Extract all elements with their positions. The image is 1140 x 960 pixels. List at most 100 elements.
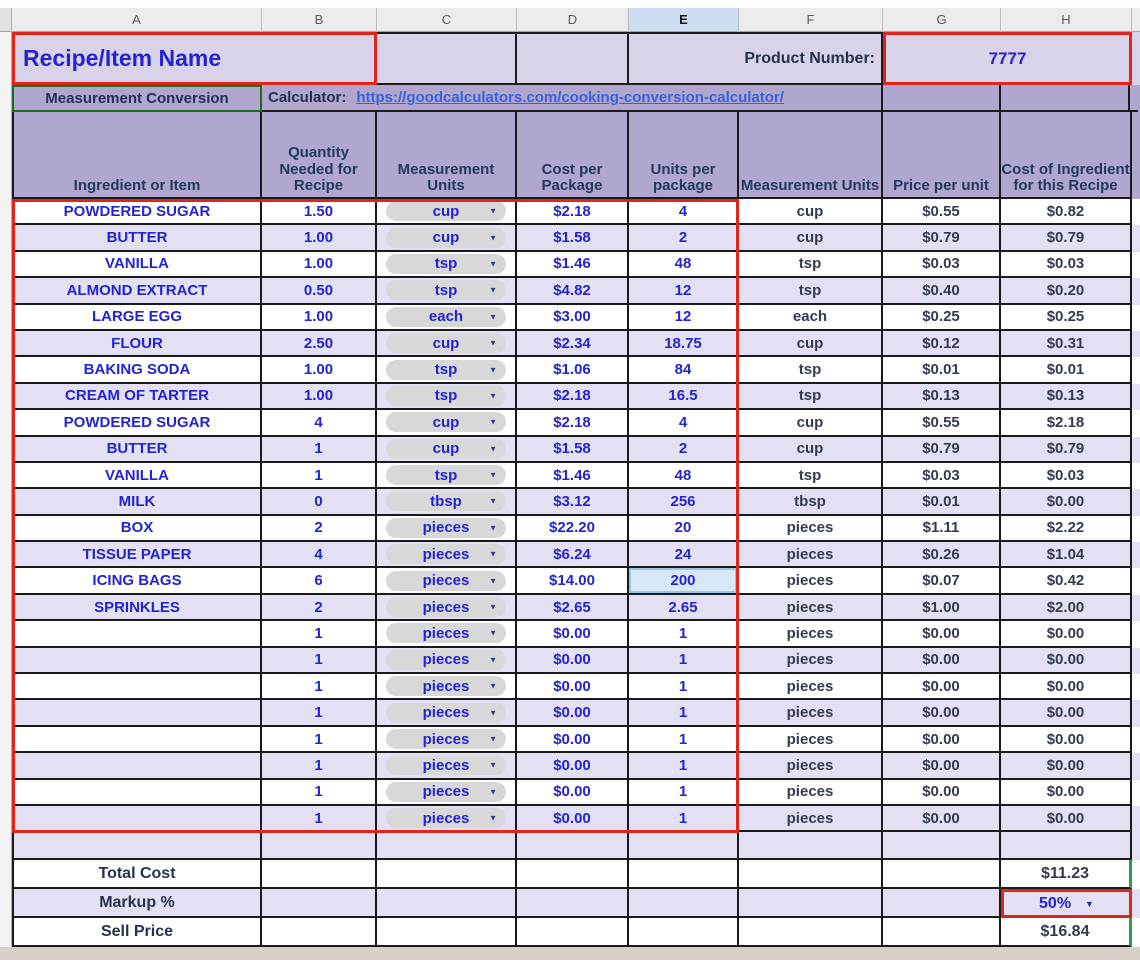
quantity-cell[interactable]: 1 bbox=[262, 779, 377, 806]
ingredient-cost-cell[interactable]: $0.00 bbox=[1001, 779, 1132, 806]
empty-cell[interactable] bbox=[739, 889, 883, 919]
empty-cell[interactable] bbox=[12, 832, 262, 861]
unit-dropdown[interactable]: pieces ▼ bbox=[377, 779, 517, 806]
ingredient-name-cell[interactable]: ICING BAGS bbox=[12, 568, 262, 595]
unit-output-cell[interactable]: tsp bbox=[739, 462, 883, 490]
unit-output-cell[interactable]: tsp bbox=[739, 357, 883, 384]
empty-cell[interactable] bbox=[377, 32, 517, 85]
cost-per-package-cell[interactable]: $22.20 bbox=[517, 515, 629, 543]
unit-dropdown[interactable]: pieces ▼ bbox=[377, 700, 517, 727]
empty-cell[interactable] bbox=[517, 918, 629, 948]
ingredient-cost-cell[interactable]: $0.31 bbox=[1001, 330, 1132, 358]
quantity-cell[interactable]: 0 bbox=[262, 489, 377, 516]
unit-output-cell[interactable]: each bbox=[739, 304, 883, 331]
header-ingredient-or-item[interactable]: Ingredient or Item bbox=[12, 112, 262, 199]
cost-per-package-cell[interactable]: $0.00 bbox=[517, 674, 629, 701]
unit-dropdown[interactable]: pieces ▼ bbox=[377, 621, 517, 648]
ingredient-name-cell[interactable]: BUTTER bbox=[12, 225, 262, 252]
cost-per-package-cell[interactable]: $1.46 bbox=[517, 251, 629, 279]
cost-per-package-cell[interactable]: $0.00 bbox=[517, 621, 629, 648]
price-per-unit-cell[interactable]: $0.00 bbox=[883, 753, 1001, 780]
cost-per-package-cell[interactable]: $0.00 bbox=[517, 726, 629, 754]
ingredient-name-cell[interactable] bbox=[12, 674, 262, 701]
ingredient-cost-cell[interactable]: $0.25 bbox=[1001, 304, 1132, 331]
markup-dropdown[interactable]: 50% ▼ bbox=[1001, 889, 1132, 919]
quantity-cell[interactable]: 1.50 bbox=[262, 199, 377, 226]
unit-dropdown[interactable]: each ▼ bbox=[377, 304, 517, 331]
cost-per-package-cell[interactable]: $1.58 bbox=[517, 436, 629, 463]
units-per-package-cell[interactable]: 1 bbox=[629, 700, 739, 727]
cost-per-package-cell[interactable]: $2.18 bbox=[517, 383, 629, 411]
unit-output-cell[interactable]: pieces bbox=[739, 779, 883, 806]
units-per-package-cell[interactable]: 2.65 bbox=[629, 594, 739, 622]
empty-cell[interactable] bbox=[881, 85, 999, 112]
quantity-cell[interactable]: 1 bbox=[262, 753, 377, 780]
unit-output-cell[interactable]: pieces bbox=[739, 726, 883, 754]
unit-dropdown[interactable]: tsp ▼ bbox=[377, 278, 517, 305]
price-per-unit-cell[interactable]: $0.40 bbox=[883, 278, 1001, 305]
empty-cell[interactable] bbox=[999, 85, 1130, 112]
price-per-unit-cell[interactable]: $0.55 bbox=[883, 199, 1001, 226]
empty-cell[interactable] bbox=[883, 832, 1001, 861]
column-header-G[interactable]: G bbox=[883, 8, 1001, 32]
cost-per-package-cell[interactable]: $6.24 bbox=[517, 542, 629, 569]
unit-dropdown[interactable]: pieces ▼ bbox=[377, 726, 517, 754]
units-per-package-cell[interactable]: 1 bbox=[629, 647, 739, 675]
quantity-cell[interactable]: 1.00 bbox=[262, 304, 377, 331]
ingredient-name-cell[interactable]: MILK bbox=[12, 489, 262, 516]
unit-output-cell[interactable]: pieces bbox=[739, 700, 883, 727]
empty-cell[interactable] bbox=[377, 889, 517, 919]
empty-cell[interactable] bbox=[1001, 832, 1132, 861]
header-measurement-units-out[interactable]: Measurement Units bbox=[739, 112, 883, 199]
unit-output-cell[interactable]: pieces bbox=[739, 753, 883, 780]
price-per-unit-cell[interactable]: $0.12 bbox=[883, 330, 1001, 358]
cost-per-package-cell[interactable]: $3.12 bbox=[517, 489, 629, 516]
cost-per-package-cell[interactable]: $0.00 bbox=[517, 805, 629, 833]
conversion-calculator-link[interactable]: https://goodcalculators.com/cooking-conv… bbox=[356, 89, 784, 106]
unit-output-cell[interactable]: tsp bbox=[739, 383, 883, 411]
ingredient-name-cell[interactable]: TISSUE PAPER bbox=[12, 542, 262, 569]
ingredient-cost-cell[interactable]: $0.00 bbox=[1001, 700, 1132, 727]
empty-cell[interactable] bbox=[883, 918, 1001, 948]
units-per-package-cell[interactable]: 12 bbox=[629, 278, 739, 305]
empty-cell[interactable] bbox=[517, 860, 629, 890]
column-header-C[interactable]: C bbox=[377, 8, 517, 32]
price-per-unit-cell[interactable]: $0.03 bbox=[883, 251, 1001, 279]
empty-cell[interactable] bbox=[739, 832, 883, 861]
unit-dropdown[interactable]: pieces ▼ bbox=[377, 805, 517, 833]
column-header-A[interactable]: A bbox=[12, 8, 262, 32]
empty-cell[interactable] bbox=[262, 918, 377, 948]
column-header-H[interactable]: H bbox=[1001, 8, 1132, 32]
product-number-cell[interactable]: 7777 bbox=[883, 32, 1132, 85]
ingredient-name-cell[interactable]: SPRINKLES bbox=[12, 594, 262, 622]
cost-per-package-cell[interactable]: $2.65 bbox=[517, 594, 629, 622]
price-per-unit-cell[interactable]: $0.26 bbox=[883, 542, 1001, 569]
price-per-unit-cell[interactable]: $0.00 bbox=[883, 726, 1001, 754]
ingredient-name-cell[interactable] bbox=[12, 779, 262, 806]
empty-cell[interactable] bbox=[377, 860, 517, 890]
cost-per-package-cell[interactable]: $4.82 bbox=[517, 278, 629, 305]
header-ingredient-cost[interactable]: Cost of Ingredient for this Recipe bbox=[1001, 112, 1132, 199]
quantity-cell[interactable]: 4 bbox=[262, 542, 377, 569]
unit-output-cell[interactable]: cup bbox=[739, 199, 883, 226]
ingredient-name-cell[interactable]: CREAM OF TARTER bbox=[12, 383, 262, 411]
column-header-E[interactable]: E bbox=[629, 8, 739, 32]
price-per-unit-cell[interactable]: $0.79 bbox=[883, 225, 1001, 252]
ingredient-cost-cell[interactable]: $0.00 bbox=[1001, 674, 1132, 701]
unit-dropdown[interactable]: pieces ▼ bbox=[377, 674, 517, 701]
price-per-unit-cell[interactable]: $0.00 bbox=[883, 647, 1001, 675]
cost-per-package-cell[interactable]: $0.00 bbox=[517, 779, 629, 806]
ingredient-cost-cell[interactable]: $0.00 bbox=[1001, 805, 1132, 833]
units-per-package-cell[interactable]: 256 bbox=[629, 489, 739, 516]
price-per-unit-cell[interactable]: $0.00 bbox=[883, 674, 1001, 701]
ingredient-name-cell[interactable]: BUTTER bbox=[12, 436, 262, 463]
ingredient-name-cell[interactable]: BAKING SODA bbox=[12, 357, 262, 384]
unit-dropdown[interactable]: tsp ▼ bbox=[377, 383, 517, 411]
ingredient-cost-cell[interactable]: $0.00 bbox=[1001, 621, 1132, 648]
price-per-unit-cell[interactable]: $0.00 bbox=[883, 621, 1001, 648]
units-per-package-cell[interactable]: 18.75 bbox=[629, 330, 739, 358]
cost-per-package-cell[interactable]: $1.46 bbox=[517, 462, 629, 490]
units-per-package-cell[interactable]: 1 bbox=[629, 805, 739, 833]
units-per-package-cell[interactable]: 20 bbox=[629, 515, 739, 543]
unit-output-cell[interactable]: pieces bbox=[739, 647, 883, 675]
